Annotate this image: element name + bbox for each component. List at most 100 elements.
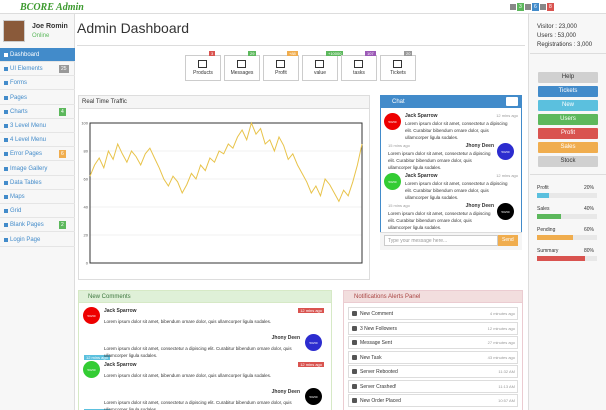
chat-input[interactable]: Type your message here...	[384, 235, 498, 246]
menu-icon	[4, 195, 8, 199]
chat-text: Lorem ipsum dolor sit amet, consectetur …	[388, 151, 491, 170]
progress-bar	[537, 214, 561, 219]
header-icon[interactable]	[540, 4, 546, 10]
notification-row[interactable]	[348, 394, 518, 407]
quick-icon	[198, 60, 207, 68]
menu-item[interactable]	[0, 62, 75, 77]
notification-text: Server Crashed!	[360, 383, 397, 390]
header-badge: 8	[547, 3, 554, 11]
quick-button[interactable]	[185, 55, 221, 81]
menu-item[interactable]	[0, 119, 75, 133]
dropdown-button[interactable]	[506, 97, 518, 106]
menu-label: UI Elements	[10, 66, 43, 73]
panel-title: Real Time Traffic	[82, 99, 127, 105]
menu-label: Forms	[10, 80, 27, 87]
notification-text: New Task	[360, 354, 382, 361]
comment-avatar: 50x50	[83, 361, 100, 378]
menu-item[interactable]	[0, 162, 75, 176]
menu-item[interactable]	[0, 91, 75, 105]
comment-time: 12 mins ago	[298, 362, 324, 367]
user-avatar	[3, 20, 25, 42]
notification-row[interactable]	[348, 350, 518, 364]
progress-label: Pending	[537, 227, 556, 233]
menu-item[interactable]	[0, 76, 75, 91]
traffic-chart: 0 20 40 60 80 100	[81, 121, 363, 266]
notification-row[interactable]	[348, 379, 518, 393]
side-button[interactable]: Help	[538, 72, 598, 83]
quick-icon	[393, 60, 402, 68]
notification-row[interactable]	[348, 321, 518, 335]
menu-item[interactable]	[0, 147, 75, 162]
menu-icon	[4, 166, 8, 171]
quick-button[interactable]	[224, 55, 260, 81]
notification-row[interactable]	[348, 365, 518, 378]
comment-name: Jack Sparrow	[104, 362, 137, 368]
chat-time: 15 mins ago	[388, 143, 410, 148]
progress-value: 60%	[584, 227, 595, 233]
menu-item[interactable]	[0, 105, 75, 119]
sidebar	[0, 14, 75, 410]
menu-icon	[4, 209, 8, 214]
quick-icon	[276, 60, 285, 68]
plot-frame	[89, 122, 363, 264]
user-status: Online	[32, 33, 50, 39]
menu-item[interactable]	[0, 48, 75, 62]
menu-label: Pages	[10, 94, 28, 101]
side-button[interactable]: Profit	[538, 128, 598, 139]
notification-time: 11:13 AM	[498, 383, 515, 389]
notification-icon	[352, 311, 357, 316]
chat-text: Lorem ipsum dolor sit amet, consectetur …	[405, 181, 508, 200]
notification-time: 12 minutes ago	[487, 325, 515, 331]
quick-icon	[354, 60, 363, 68]
traffic-line	[89, 121, 363, 203]
quick-label: Messages	[230, 70, 254, 76]
side-button[interactable]: Stock	[538, 156, 598, 167]
notification-row[interactable]	[348, 307, 518, 320]
chat-name: Jhony Deen	[465, 203, 494, 209]
menu-item[interactable]	[0, 133, 75, 148]
header-badge: 6	[532, 3, 539, 11]
side-button[interactable]: Users	[538, 114, 598, 125]
progress-bar	[537, 193, 549, 198]
menu-icon	[4, 124, 8, 128]
progress-value: 20%	[584, 185, 595, 191]
chat-text: Lorem ipsum dolor sit amet, consectetur …	[388, 211, 491, 230]
menu-icon	[4, 53, 8, 57]
panel-heading	[78, 290, 332, 303]
comment-avatar: 50x50	[305, 334, 322, 351]
menu-item[interactable]	[0, 190, 75, 204]
comment-name: Jhony Deen	[271, 335, 300, 341]
notification-time: 27 minutes ago	[487, 340, 515, 345]
notification-icon	[352, 398, 357, 403]
notification-text: 3 New Followers	[360, 325, 397, 332]
comment-text: Lorem ipsum dolor sit amet, bibendum orn…	[104, 373, 272, 378]
panel-title: Chat	[392, 99, 405, 105]
quick-button[interactable]	[302, 55, 338, 81]
comment-avatar: 50x50	[83, 307, 100, 324]
quick-button[interactable]	[341, 55, 377, 81]
comment-name: Jack Sparrow	[104, 308, 137, 314]
notification-text: Server Rebooted	[360, 369, 398, 375]
quick-badge: 29	[248, 51, 257, 56]
user-name: Joe Romin	[32, 23, 68, 30]
header-icon[interactable]	[510, 4, 516, 10]
quick-button[interactable]	[263, 55, 299, 81]
progress-value: 40%	[584, 206, 595, 212]
menu-item[interactable]	[0, 204, 75, 219]
menu-icon	[4, 138, 8, 143]
side-button[interactable]: Tickets	[538, 86, 598, 97]
menu-item[interactable]	[0, 218, 75, 233]
header-icon[interactable]	[525, 4, 531, 10]
quick-button[interactable]	[380, 55, 416, 81]
menu-icon	[4, 237, 8, 242]
progress-track	[537, 193, 597, 198]
menu-badge: 25	[59, 65, 69, 74]
side-button[interactable]: New	[538, 100, 598, 111]
menu-item[interactable]	[0, 233, 75, 247]
notification-row[interactable]	[348, 336, 518, 349]
menu-item[interactable]	[0, 176, 75, 190]
side-button[interactable]: Sales	[538, 142, 598, 153]
menu-icon	[4, 152, 8, 157]
send-button[interactable]: Send	[498, 235, 518, 246]
logo[interactable]: BCORE Admin	[20, 2, 84, 13]
